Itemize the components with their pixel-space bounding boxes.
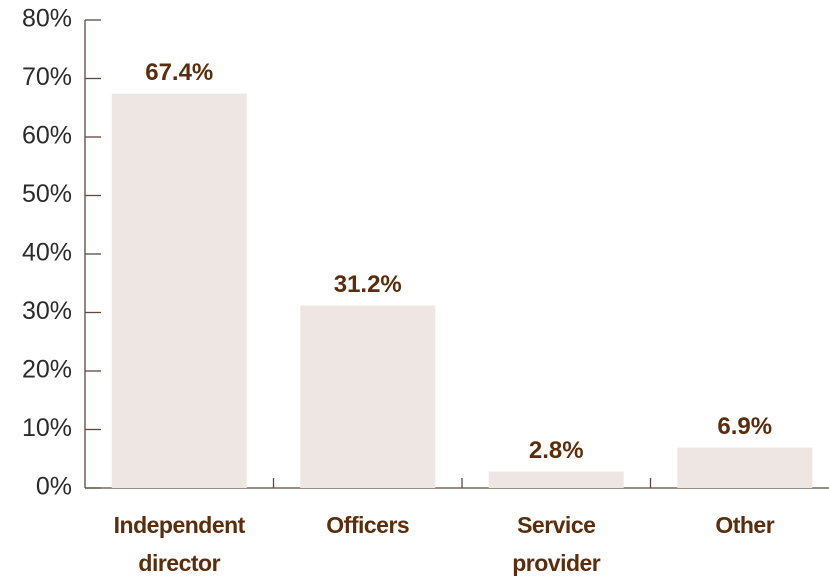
y-tick-label: 20% bbox=[22, 356, 72, 384]
bar bbox=[111, 93, 247, 489]
y-tick-label: 30% bbox=[22, 297, 72, 325]
y-tick-label: 0% bbox=[36, 473, 72, 501]
value-label: 67.4% bbox=[145, 59, 213, 86]
y-tick-label: 40% bbox=[22, 239, 72, 267]
bar bbox=[300, 305, 436, 488]
y-tick-label: 70% bbox=[22, 63, 72, 91]
y-tick-label: 80% bbox=[22, 5, 72, 33]
value-label: 2.8% bbox=[529, 437, 584, 464]
x-tick-label: Other bbox=[715, 512, 775, 538]
bar bbox=[488, 471, 624, 488]
bar bbox=[677, 447, 813, 488]
y-tick-label: 60% bbox=[22, 122, 72, 150]
x-tick-label: Officers bbox=[326, 512, 410, 538]
x-tick-label: Independent director bbox=[113, 512, 246, 576]
y-tick-label: 50% bbox=[22, 180, 72, 208]
value-label: 31.2% bbox=[334, 271, 402, 298]
value-label: 6.9% bbox=[717, 413, 772, 440]
x-tick-label: Service provider bbox=[512, 512, 601, 576]
y-tick-label: 10% bbox=[22, 414, 72, 442]
